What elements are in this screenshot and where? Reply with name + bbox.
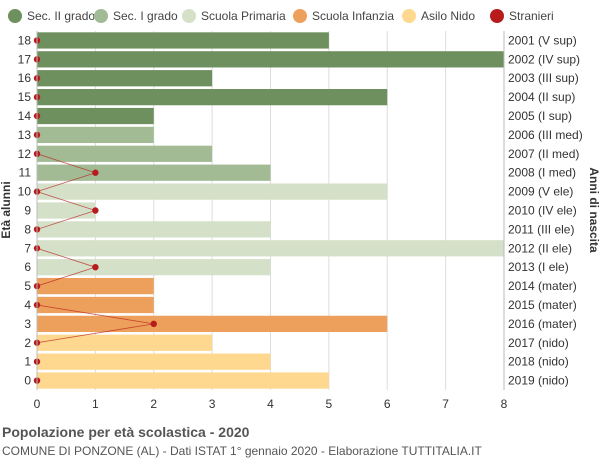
x-tick-label: 4 (267, 397, 274, 411)
y-tick-label-age: 17 (18, 52, 32, 66)
bar (37, 32, 329, 49)
bar (37, 334, 213, 351)
y-tick-label-age: 11 (19, 166, 32, 180)
x-tick-label: 0 (34, 397, 41, 411)
legend-marker (402, 9, 416, 23)
legend-label: Asilo Nido (421, 9, 475, 23)
y-tick-label-age: 3 (24, 317, 31, 331)
y-tick-label-year: 2018 (nido) (508, 355, 569, 369)
bar (37, 183, 388, 200)
y-tick-label-year: 2016 (mater) (508, 317, 577, 331)
stranieri-point (92, 263, 99, 271)
y-tick-label-year: 2001 (V sup) (508, 33, 577, 47)
y-tick-label-year: 2011 (III ele) (508, 222, 574, 236)
bar (37, 107, 154, 125)
y-tick-label-age: 12 (18, 147, 32, 161)
y-tick-label-age: 9 (24, 204, 31, 218)
bar (37, 372, 329, 389)
y-tick-label-year: 2004 (II sup) (508, 90, 575, 104)
y-tick-label-age: 15 (18, 90, 32, 104)
bar (37, 51, 504, 68)
y-tick-label-age: 2 (24, 336, 31, 350)
y-tick-label-year: 2012 (II ele) (508, 241, 572, 255)
legend-marker (8, 9, 22, 23)
y-tick-label-year: 2015 (mater) (508, 298, 577, 312)
x-tick-label: 5 (326, 397, 333, 411)
y-tick-label-year: 2017 (nido) (508, 336, 569, 350)
y-tick-label-age: 7 (24, 241, 31, 255)
bar (37, 202, 96, 219)
y-tick-label-year: 2014 (mater) (508, 279, 577, 293)
legend-marker (490, 9, 504, 23)
chart-subtitle: COMUNE DI PONZONE (AL) - Dati ISTAT 1° g… (2, 444, 482, 458)
legend: Sec. II grado Sec. I grado Scuola Primaria… (8, 9, 554, 23)
bar (37, 89, 388, 106)
bar (37, 126, 154, 144)
bar (37, 353, 271, 370)
bar (37, 296, 154, 314)
stranieri-point (92, 169, 99, 176)
chart-canvas: Sec. II grado Sec. I grado Scuola Primaria… (0, 9, 600, 411)
y-axis-label-right: Anni di nascita (587, 167, 600, 253)
y-tick-label-age: 0 (24, 374, 31, 388)
legend-marker (293, 9, 307, 23)
y-tick-label-year: 2003 (III sup) (508, 71, 579, 85)
y-tick-label-age: 13 (18, 128, 32, 142)
y-tick-label-year: 2008 (I med) (508, 166, 576, 180)
y-tick-label-year: 2005 (I sup) (508, 109, 572, 123)
bars (37, 32, 504, 389)
bar (37, 315, 388, 332)
y-tick-label-age: 5 (24, 279, 31, 293)
y-tick-label-age: 6 (24, 260, 31, 274)
legend-marker (182, 9, 196, 23)
y-tick-label-age: 8 (24, 222, 31, 236)
y-tick-label-year: 2002 (IV sup) (508, 52, 580, 66)
y-tick-label-year: 2009 (V ele) (508, 185, 573, 199)
y-tick-label-age: 1 (24, 355, 31, 369)
bar (37, 145, 213, 162)
legend-label: Sec. II grado (27, 9, 95, 23)
stranieri-point (92, 207, 99, 214)
y-tick-label-year: 2007 (II med) (508, 147, 579, 161)
bar (37, 164, 271, 181)
y-tick-label-year: 2010 (IV ele) (508, 204, 577, 218)
bar (37, 70, 213, 87)
legend-label: Sec. I grado (113, 9, 178, 23)
y-tick-label-year: 2019 (nido) (508, 374, 569, 388)
y-tick-label-age: 10 (18, 185, 32, 199)
y-tick-label-age: 14 (18, 109, 32, 123)
x-tick-label: 3 (209, 397, 216, 411)
x-tick-label: 7 (442, 397, 449, 411)
x-tick-label: 8 (501, 397, 508, 411)
stranieri-point (150, 320, 157, 328)
legend-label: Scuola Primaria (201, 9, 286, 23)
y-axis-label-left: Età alunni (0, 181, 13, 238)
y-tick-label-year: 2006 (III med) (508, 128, 583, 142)
chart-title: Popolazione per età scolastica - 2020 (2, 424, 250, 440)
legend-label: Scuola Infanzia (312, 9, 394, 23)
bar (37, 240, 504, 257)
x-tick-label: 1 (92, 397, 99, 411)
legend-marker (94, 9, 108, 23)
bar (37, 221, 271, 238)
y-tick-label-age: 18 (18, 33, 32, 47)
y-tick-label-age: 4 (24, 298, 31, 312)
axes: 18 2001 (V sup)17 2002 (IV sup)16 2003 (III… (18, 31, 583, 411)
y-tick-label-age: 16 (18, 71, 32, 85)
bar (37, 259, 271, 276)
legend-label: Stranieri (509, 9, 554, 23)
y-tick-label-year: 2013 (I ele) (508, 260, 569, 274)
bar (37, 277, 154, 295)
x-tick-label: 2 (150, 397, 157, 411)
x-tick-label: 6 (384, 397, 391, 411)
